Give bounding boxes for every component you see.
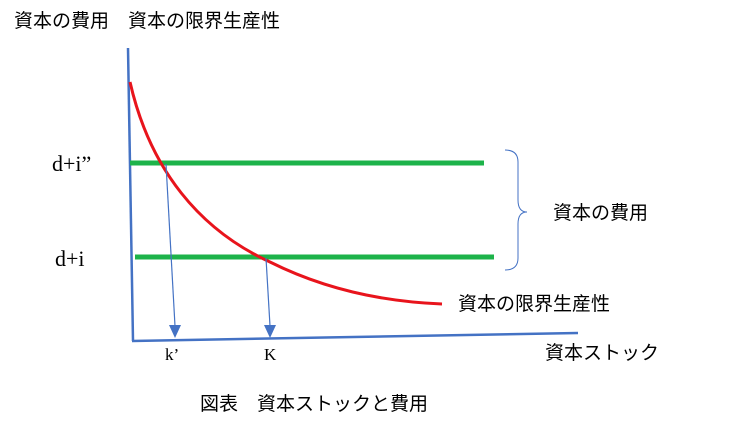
x-axis-label: 資本ストック [545, 342, 659, 364]
y-axis [126, 47, 135, 342]
drop-arrow [265, 257, 271, 327]
drop-arrow [165, 163, 176, 327]
caption: 図表 資本ストックと費用 [200, 393, 428, 415]
point-label: K [264, 345, 277, 364]
x-axis [131, 331, 579, 343]
brace [504, 149, 528, 271]
mpk-curve [128, 81, 443, 306]
point-label: k’ [165, 345, 179, 364]
level-label: d+i [55, 246, 85, 271]
curve-label: 資本の限界生産性 [458, 293, 610, 315]
y-axis-label: 資本の費用 資本の限界生産性 [14, 10, 280, 32]
arrow-head [264, 325, 276, 338]
arrow-head [169, 325, 181, 338]
level-label: d+i” [52, 151, 91, 176]
brace-label: 資本の費用 [553, 202, 648, 224]
